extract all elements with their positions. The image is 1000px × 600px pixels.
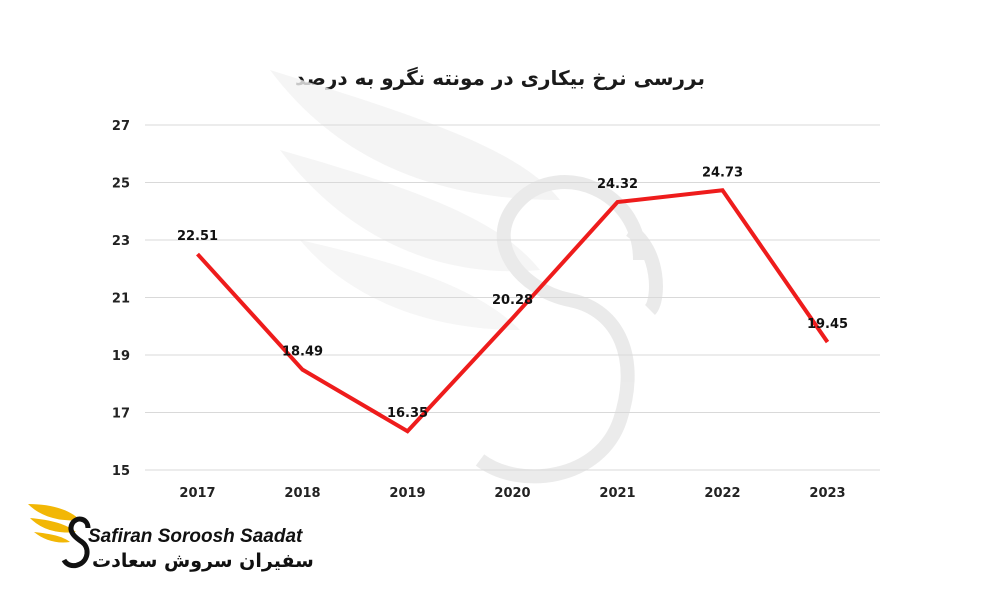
data-label: 18.49 <box>282 345 323 360</box>
y-axis: 15 17 19 21 23 25 27 <box>112 119 130 479</box>
x-tick-label: 2022 <box>704 486 740 501</box>
y-tick-label: 15 <box>112 464 130 479</box>
swan-logo-icon <box>28 504 91 569</box>
x-axis: 2017 2018 2019 2020 2021 2022 2023 <box>179 486 845 501</box>
x-tick-label: 2018 <box>284 486 320 501</box>
y-tick-label: 21 <box>112 292 130 307</box>
series-line <box>196 188 830 434</box>
brand-name-en: Safiran Soroosh Saadat <box>88 526 303 547</box>
y-tick-label: 25 <box>112 177 130 192</box>
x-tick-label: 2019 <box>389 486 425 501</box>
data-label: 24.32 <box>597 177 638 192</box>
data-label: 16.35 <box>387 406 428 421</box>
y-tick-label: 23 <box>112 234 130 249</box>
data-label: 24.73 <box>702 165 743 180</box>
x-tick-label: 2023 <box>809 486 845 501</box>
data-label: 20.28 <box>492 293 533 308</box>
brand-name-fa: سفیران سروش سعادت <box>92 550 314 572</box>
y-tick-label: 19 <box>112 349 130 364</box>
x-tick-label: 2020 <box>494 486 530 501</box>
x-tick-label: 2017 <box>179 486 215 501</box>
chart-title: بررسی نرخ بیکاری در مونته نگرو به درصد <box>295 66 705 90</box>
data-label: 19.45 <box>807 317 848 332</box>
y-tick-label: 17 <box>112 407 130 422</box>
data-labels: 22.51 18.49 16.35 20.28 24.32 24.73 19.45 <box>177 165 848 421</box>
brand-logo: Safiran Soroosh Saadat سفیران سروش سعادت <box>22 494 322 584</box>
x-tick-label: 2021 <box>599 486 635 501</box>
watermark-swan-icon <box>270 70 663 484</box>
y-tick-label: 27 <box>112 119 130 134</box>
data-label: 22.51 <box>177 229 218 244</box>
